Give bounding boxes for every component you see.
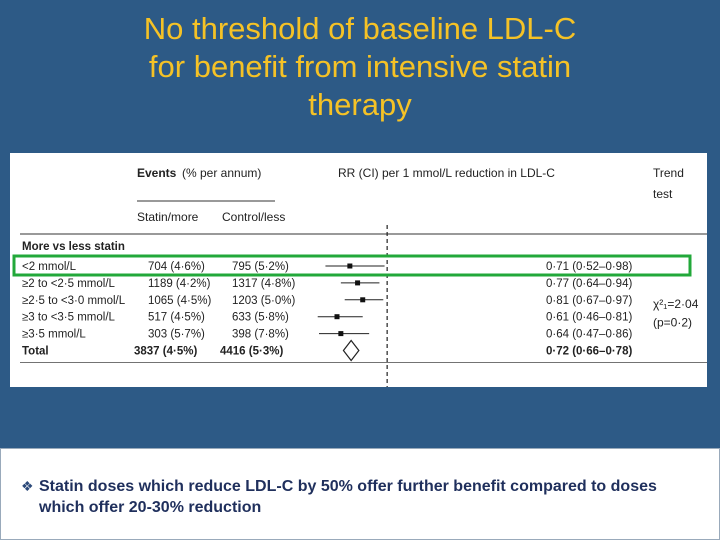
title-line: No threshold of baseline LDL-C — [143, 11, 577, 46]
row-label: ≥2·5 to <3·0 mmol/L — [22, 295, 126, 307]
title-line: therapy — [308, 87, 412, 122]
row-rr-text: 0·71 (0·52–0·98) — [546, 261, 632, 273]
row-control: 398 (7·8%) — [232, 329, 289, 341]
point-estimate — [338, 331, 344, 337]
point-estimate — [360, 297, 366, 303]
total-label: Total — [22, 346, 49, 358]
title-line: for benefit from intensive statin — [148, 49, 572, 84]
point-estimate — [355, 280, 361, 286]
forest-plot-svg: Events (% per annum) Statin/more Control/le… — [12, 166, 707, 387]
row-label: ≥3·5 mmol/L — [22, 329, 86, 341]
total-control: 4416 (5·3%) — [220, 346, 283, 358]
row-rr-text: 0·77 (0·64–0·94) — [546, 278, 632, 290]
row-rr-text: 0·64 (0·47–0·86) — [546, 329, 632, 341]
row-control: 1203 (5·0%) — [232, 295, 295, 307]
row-control: 633 (5·8%) — [232, 312, 289, 324]
header-rr: RR (CI) per 1 mmol/L reduction in LDL-C — [338, 166, 555, 180]
row-statin: 303 (5·7%) — [148, 329, 205, 341]
forest-plot-figure: Events (% per annum) Statin/more Control/le… — [10, 153, 707, 387]
bullet-box: ❖ Statin doses which reduce LDL-C by 50%… — [0, 448, 720, 540]
row-statin: 1189 (4·2%) — [148, 278, 211, 290]
row-label: ≥3 to <3·5 mmol/L — [22, 312, 116, 324]
header-control: Control/less — [222, 210, 285, 224]
row-rr-text: 0·81 (0·67–0·97) — [546, 295, 632, 307]
header-events-unit: (% per annum) — [182, 166, 261, 180]
header-trend: Trend — [653, 166, 684, 180]
row-label: <2 mmol/L — [22, 261, 77, 273]
row-statin: 1065 (4·5%) — [148, 295, 211, 307]
row-control: 795 (5·2%) — [232, 261, 289, 273]
diamond-bullet-icon: ❖ — [21, 478, 34, 494]
total-rr-text: 0·72 (0·66–0·78) — [546, 346, 632, 358]
row-statin: 704 (4·6%) — [148, 261, 205, 273]
total-diamond — [342, 339, 360, 362]
row-rr-text: 0·61 (0·46–0·81) — [546, 312, 632, 324]
trend-p-value: (p=0·2) — [653, 316, 692, 330]
point-estimate — [334, 314, 340, 320]
row-label: ≥2 to <2·5 mmol/L — [22, 278, 116, 290]
header-statin: Statin/more — [137, 210, 199, 224]
trend-statistic: χ²₁=2·04 — [653, 297, 699, 311]
header-trend-test: test — [653, 187, 673, 201]
bullet-item: ❖ Statin doses which reduce LDL-C by 50%… — [21, 476, 701, 518]
row-statin: 517 (4·5%) — [148, 312, 205, 324]
bullet-text: Statin doses which reduce LDL-C by 50% o… — [39, 478, 657, 516]
section-label: More vs less statin — [22, 241, 125, 253]
slide-title: No threshold of baseline LDL-C for benef… — [40, 10, 680, 124]
point-estimate — [347, 263, 353, 269]
row-control: 1317 (4·8%) — [232, 278, 295, 290]
highlight-box — [12, 254, 692, 277]
header-events: Events — [137, 166, 177, 180]
total-statin: 3837 (4·5%) — [134, 346, 197, 358]
